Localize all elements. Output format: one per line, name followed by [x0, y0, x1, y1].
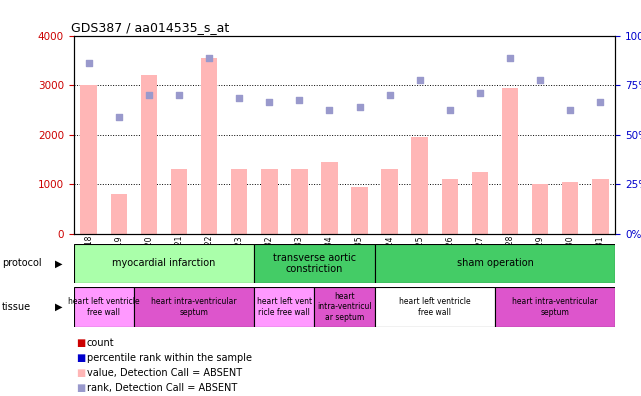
Bar	[321, 162, 338, 234]
Point	[83, 60, 94, 66]
Bar	[74, 287, 134, 327]
Bar	[412, 137, 428, 234]
Text: ▶: ▶	[55, 302, 63, 312]
Bar	[562, 182, 578, 234]
Text: protocol: protocol	[2, 258, 42, 268]
Point	[144, 92, 154, 98]
Text: value, Detection Call = ABSENT: value, Detection Call = ABSENT	[87, 367, 242, 378]
Text: ▶: ▶	[55, 258, 63, 268]
Text: count: count	[87, 337, 114, 348]
Bar	[374, 287, 495, 327]
Bar	[111, 194, 127, 234]
Point	[565, 107, 576, 113]
Point	[204, 55, 214, 61]
Point	[385, 92, 395, 98]
Point	[234, 94, 244, 101]
Point	[415, 77, 425, 84]
Bar	[201, 58, 217, 234]
Text: ■: ■	[76, 352, 85, 363]
Bar	[140, 75, 157, 234]
Point	[324, 107, 335, 113]
Point	[445, 107, 455, 113]
Bar	[291, 169, 308, 234]
Text: myocardial infarction: myocardial infarction	[112, 258, 215, 268]
Point	[595, 99, 606, 106]
Text: heart left vent
ricle free wall: heart left vent ricle free wall	[257, 297, 312, 316]
Text: rank, Detection Call = ABSENT: rank, Detection Call = ABSENT	[87, 383, 237, 393]
Point	[475, 89, 485, 96]
Bar	[261, 169, 278, 234]
Bar	[592, 179, 608, 234]
Text: heart left ventricle
free wall: heart left ventricle free wall	[399, 297, 470, 316]
Text: tissue: tissue	[2, 302, 31, 312]
Bar	[134, 287, 254, 327]
Text: transverse aortic
constriction: transverse aortic constriction	[273, 253, 356, 274]
Bar	[381, 169, 398, 234]
Point	[264, 99, 274, 106]
Text: percentile rank within the sample: percentile rank within the sample	[87, 352, 251, 363]
Bar	[254, 244, 374, 283]
Bar	[495, 287, 615, 327]
Point	[505, 55, 515, 61]
Bar	[171, 169, 187, 234]
Text: ■: ■	[76, 337, 85, 348]
Text: heart
intra-ventricul
ar septum: heart intra-ventricul ar septum	[317, 292, 372, 322]
Point	[113, 114, 124, 120]
Text: heart left ventricle
free wall: heart left ventricle free wall	[68, 297, 140, 316]
Point	[174, 92, 184, 98]
Point	[535, 77, 545, 84]
Text: heart intra-ventricular
septum: heart intra-ventricular septum	[512, 297, 598, 316]
Point	[354, 104, 365, 110]
Bar	[351, 187, 368, 234]
Bar	[231, 169, 247, 234]
Text: heart intra-ventricular
septum: heart intra-ventricular septum	[151, 297, 237, 316]
Bar	[442, 179, 458, 234]
Text: GDS387 / aa014535_s_at: GDS387 / aa014535_s_at	[71, 21, 229, 34]
Bar	[81, 85, 97, 234]
Bar	[74, 244, 254, 283]
Bar	[374, 244, 615, 283]
Text: sham operation: sham operation	[456, 258, 533, 268]
Bar	[472, 172, 488, 234]
Bar	[532, 184, 549, 234]
Text: ■: ■	[76, 367, 85, 378]
Bar	[502, 88, 519, 234]
Bar	[254, 287, 315, 327]
Bar	[315, 287, 374, 327]
Text: ■: ■	[76, 383, 85, 393]
Point	[294, 97, 304, 103]
